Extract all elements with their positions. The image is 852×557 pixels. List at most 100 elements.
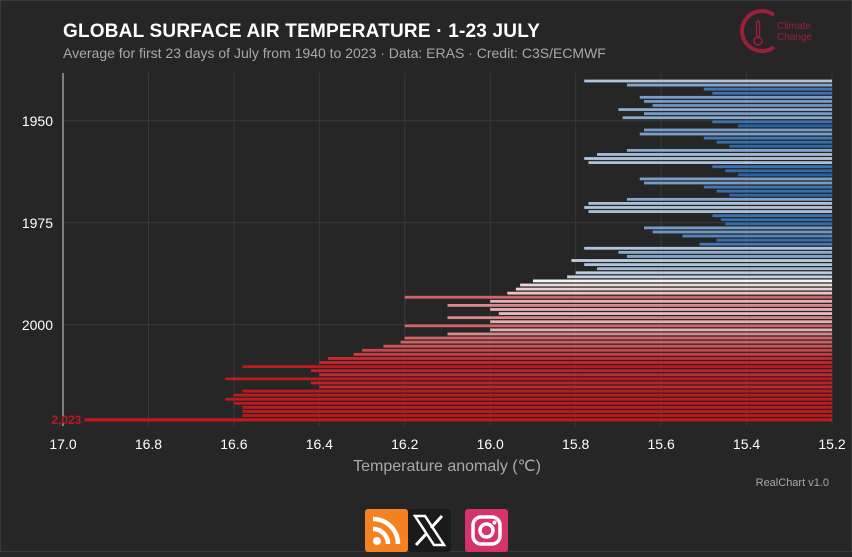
- x-tick-label: 15.8: [562, 436, 589, 452]
- instagram-icon: [471, 515, 502, 546]
- credit-text: RealChart v1.0: [755, 477, 829, 489]
- highlight-label: 2,023: [51, 413, 81, 427]
- bar-1979: [716, 238, 832, 242]
- bar-2000: [404, 324, 832, 328]
- logo-line-2: Change: [777, 32, 813, 43]
- bar-1949: [622, 116, 832, 120]
- bar-1964: [639, 177, 832, 181]
- bar-1980: [699, 242, 832, 246]
- temperature-bar-chart: 17.0 16.8 16.6 16.4 16.2 16.0 15.8 15.6 15.4 15.2…: [22, 73, 846, 475]
- bar-1977: [652, 230, 832, 234]
- x-tick-label: 15.2: [818, 436, 845, 452]
- bar-1965: [644, 181, 832, 185]
- bar-2017: [233, 393, 832, 397]
- bar-2010: [242, 365, 832, 368]
- bar-1951: [738, 124, 832, 128]
- bar-1990: [520, 283, 832, 287]
- bar-1995: [447, 304, 832, 307]
- bar-1969: [626, 197, 832, 201]
- bar-1981: [584, 246, 832, 250]
- chart-subtitle: Average for first 23 days of July from 1…: [63, 45, 606, 61]
- bar-1997: [498, 312, 832, 315]
- bar-2014: [310, 381, 832, 385]
- x-tick-label: 16.0: [477, 436, 504, 452]
- bar-2006: [362, 348, 832, 352]
- logo-text: Climate Change: [777, 21, 812, 43]
- bar-1967: [716, 189, 832, 193]
- bar-1963: [738, 173, 832, 177]
- bar-1971: [584, 206, 832, 209]
- x-tick-label: 16.8: [135, 436, 162, 452]
- bar-1999: [490, 320, 832, 324]
- climate-change-logo: [740, 9, 776, 53]
- bar-1987: [575, 271, 832, 275]
- bar-2023: [84, 418, 833, 422]
- bar-1984: [571, 259, 832, 262]
- bar-2015: [319, 385, 832, 389]
- x-tick-label: 16.2: [391, 436, 418, 452]
- bar-1947: [618, 108, 832, 111]
- rss-icon: [372, 516, 401, 545]
- bar-1955: [716, 140, 832, 144]
- bar-1994: [490, 299, 832, 303]
- bar-1943: [712, 91, 832, 95]
- bar-2012: [319, 373, 832, 377]
- bar-1942: [703, 87, 832, 91]
- bar-2004: [400, 340, 832, 344]
- bars-group: [84, 79, 833, 422]
- x-axis-label: Temperature anomaly (℃): [353, 458, 541, 475]
- bar-1961: [712, 165, 832, 169]
- x-tick-label: 17.0: [49, 436, 76, 452]
- bar-1960: [588, 161, 832, 164]
- bar-1989: [532, 279, 832, 283]
- bar-1985: [584, 263, 832, 266]
- x-tick-label: 15.6: [647, 436, 674, 452]
- x-tick-label: 16.6: [220, 436, 247, 452]
- bar-1975: [725, 222, 832, 226]
- bar-2020: [242, 406, 832, 409]
- bar-2013: [225, 377, 832, 381]
- bar-2003: [404, 336, 832, 340]
- bar-1968: [729, 193, 832, 197]
- bar-2022: [242, 414, 832, 417]
- bar-1954: [703, 136, 832, 140]
- bar-1953: [639, 132, 832, 136]
- bar-1952: [644, 128, 832, 132]
- y-tick-label: 1975: [22, 215, 53, 231]
- x-tick-label: 16.4: [306, 436, 333, 452]
- bar-1948: [644, 112, 832, 116]
- bar-1959: [584, 157, 832, 160]
- bar-1940: [584, 79, 832, 83]
- bar-1976: [644, 226, 832, 230]
- bar-1941: [626, 83, 832, 87]
- bar-1978: [682, 234, 832, 238]
- rss-button[interactable]: [365, 509, 408, 552]
- bar-2021: [242, 410, 832, 413]
- y-tick-label: 2000: [22, 317, 53, 333]
- bar-1973: [712, 214, 832, 218]
- bar-1992: [507, 291, 832, 295]
- bar-1945: [644, 100, 832, 103]
- bar-1991: [515, 287, 832, 291]
- bar-1986: [597, 267, 832, 271]
- bar-1988: [567, 275, 832, 279]
- bar-1946: [652, 104, 832, 107]
- instagram-button[interactable]: [465, 509, 508, 552]
- bar-1974: [720, 218, 832, 222]
- x-tick-label: 15.4: [733, 436, 760, 452]
- bar-2009: [319, 361, 832, 364]
- bar-2002: [447, 332, 832, 336]
- bar-1996: [490, 308, 832, 311]
- logo-line-1: Climate: [777, 21, 811, 32]
- bar-2019: [233, 401, 832, 405]
- bar-1957: [626, 148, 832, 152]
- bar-2011: [310, 369, 832, 373]
- chart-title: GLOBAL SURFACE AIR TEMPERATURE · 1-23 JU…: [63, 21, 541, 42]
- x-icon: [412, 514, 447, 547]
- highlight-group: 2,023: [51, 413, 81, 427]
- y-tick-label: 1950: [22, 113, 53, 129]
- x-button[interactable]: [408, 509, 451, 552]
- bar-2008: [327, 357, 832, 360]
- bar-2005: [383, 344, 832, 348]
